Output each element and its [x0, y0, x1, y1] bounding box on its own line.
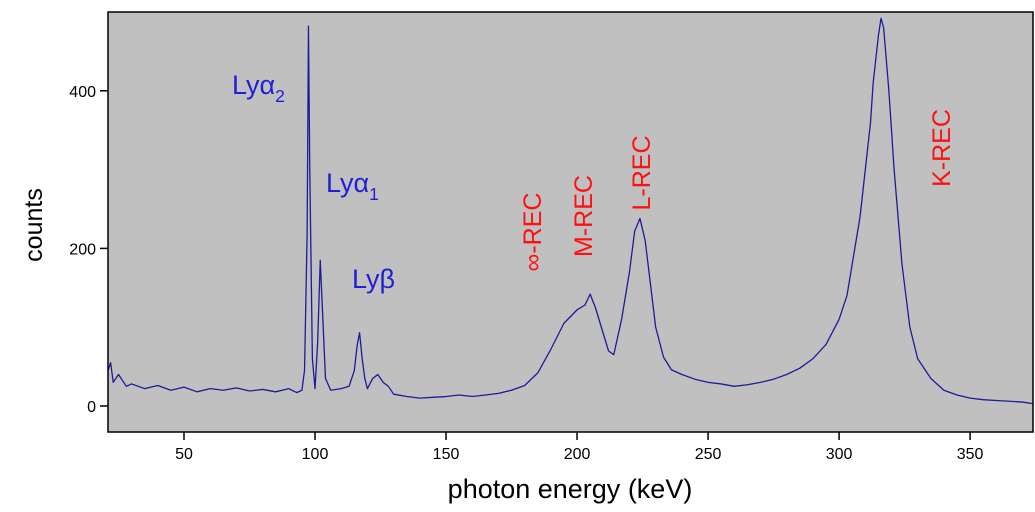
- annotation-text: Lyα: [326, 168, 369, 198]
- annotation-text: L-REC: [628, 135, 656, 210]
- annotation: ∞-REC: [519, 193, 547, 272]
- annotation-subscript: 1: [369, 184, 379, 204]
- plot-frame: [107, 11, 1034, 433]
- x-tick-label: 150: [433, 446, 460, 463]
- x-tick-label: 100: [302, 446, 329, 463]
- annotation-text: Lyβ: [352, 264, 395, 294]
- x-tick-label: 200: [564, 446, 591, 463]
- annotation-text: M-REC: [570, 175, 598, 257]
- y-tick-label: 0: [87, 399, 96, 416]
- plot-area: [108, 12, 1033, 432]
- annotation: Lyβ: [352, 264, 395, 294]
- annotation-text: K-REC: [928, 109, 956, 187]
- x-tick-label: 250: [695, 446, 722, 463]
- x-tick-label: 50: [175, 446, 193, 463]
- y-tick-label: 200: [69, 241, 96, 258]
- annotation: L-REC: [628, 135, 656, 210]
- x-axis-title: photon energy (keV): [448, 474, 693, 504]
- annotation: Lyα1: [326, 168, 379, 204]
- spectrum-line: [107, 17, 1034, 405]
- x-tick-label: 300: [826, 446, 853, 463]
- y-axis-title: counts: [20, 188, 48, 262]
- y-tick-label: 400: [69, 84, 96, 101]
- annotation: Lyα2: [232, 70, 285, 106]
- annotation-text: Lyα: [232, 70, 275, 100]
- annotation: K-REC: [928, 109, 956, 187]
- annotation-subscript: 2: [275, 86, 285, 106]
- annotation-text: ∞-REC: [519, 193, 547, 272]
- x-tick-label: 350: [957, 446, 984, 463]
- annotation: M-REC: [570, 175, 598, 257]
